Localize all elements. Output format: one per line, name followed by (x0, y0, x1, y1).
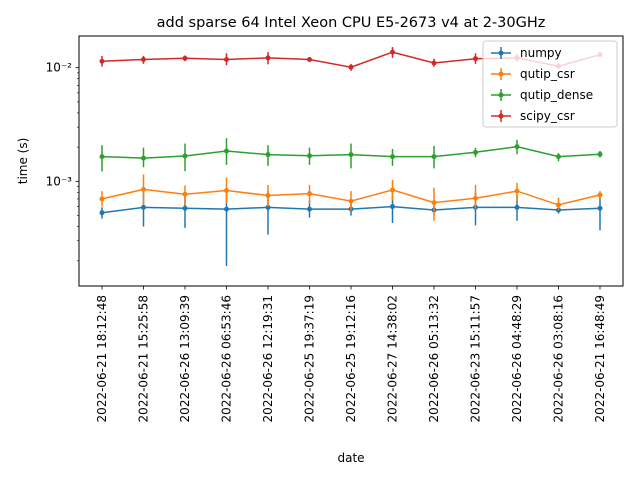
legend-swatch-marker (498, 71, 504, 77)
series-scipy-csr (99, 47, 603, 71)
series-qutip-csr (99, 174, 603, 221)
x-tick-label: 2022-06-27 14:38:02 (386, 295, 400, 422)
data-point (473, 195, 478, 201)
data-point (182, 55, 188, 61)
data-point (348, 152, 354, 158)
data-point (141, 186, 146, 192)
x-tick-label: 2022-06-25 19:12:16 (344, 295, 358, 422)
x-tick-label: 2022-06-26 04:48:29 (510, 295, 524, 422)
plot-frame (78, 35, 624, 287)
data-point (141, 204, 146, 210)
data-point (141, 155, 146, 161)
data-point (224, 188, 229, 194)
y-axis-label: time (s) (16, 138, 30, 185)
data-point (99, 58, 105, 64)
x-tick-label: 2022-06-21 15:25:58 (137, 295, 151, 422)
data-point (514, 204, 520, 210)
series-layer (99, 47, 603, 266)
data-point (431, 60, 437, 66)
legend-label: numpy (520, 46, 562, 60)
data-point (390, 187, 395, 193)
data-point (597, 205, 603, 211)
data-point (390, 49, 395, 55)
x-tick-label: 2022-06-21 16:48:49 (593, 295, 607, 422)
x-tick-label: 2022-06-26 06:53:46 (220, 295, 234, 422)
data-point (473, 56, 478, 62)
legend-label: qutip_csr (520, 67, 575, 81)
data-point (265, 204, 271, 210)
chart-title: add sparse 64 Intel Xeon CPU E5-2673 v4 … (157, 15, 546, 31)
x-tick-label: 2022-06-26 03:08:16 (552, 295, 566, 422)
data-point (182, 205, 188, 211)
y-tick-label: 10⁻³ (46, 174, 73, 188)
data-point (348, 64, 354, 70)
legend-swatch-marker (498, 113, 504, 119)
legend-item: qutip_csr (491, 67, 575, 81)
x-tick-label: 2022-06-25 19:37:19 (303, 295, 317, 422)
legend-swatch-marker (498, 50, 504, 56)
data-point (141, 57, 146, 63)
data-point (390, 154, 395, 160)
legend-label: scipy_csr (520, 109, 575, 123)
data-point (182, 153, 188, 159)
data-point (514, 188, 520, 194)
legend-box (482, 40, 618, 128)
legend-label: qutip_dense (520, 88, 593, 102)
data-point (514, 144, 520, 150)
y-axis: 10⁻³ 10⁻² (46, 61, 79, 262)
data-point (556, 202, 561, 208)
data-point (307, 153, 312, 159)
legend: numpy qutip_csr qutip_dense scipy_csr (482, 40, 618, 128)
x-tick-label: 2022-06-26 13:09:39 (178, 295, 192, 422)
data-point (99, 210, 105, 216)
x-tick-label: 2022-06-21 18:12:48 (95, 295, 109, 422)
data-point (265, 55, 271, 61)
data-point (431, 200, 437, 206)
legend-item: qutip_dense (491, 88, 593, 102)
x-tick-label: 2022-06-26 12:19:31 (261, 295, 275, 422)
series-qutip-dense (99, 138, 603, 172)
data-point (307, 191, 312, 197)
data-point (307, 206, 312, 212)
data-point (390, 204, 395, 210)
legend-item: numpy (491, 46, 562, 60)
data-point (182, 191, 188, 197)
x-axis-label: date (337, 451, 364, 465)
data-point (99, 196, 105, 202)
data-point (224, 148, 229, 154)
legend-item: scipy_csr (491, 109, 575, 123)
x-tick-label: 2022-06-26 05:13:32 (427, 295, 441, 422)
x-axis: 2022-06-21 18:12:48 2022-06-21 15:25:58 20… (95, 286, 607, 422)
x-tick-label: 2022-06-23 15:11:57 (469, 295, 483, 422)
data-point (597, 151, 603, 157)
y-tick-label: 10⁻² (46, 61, 73, 75)
data-point (597, 192, 603, 198)
data-point (307, 57, 312, 63)
data-point (348, 198, 354, 204)
data-point (265, 152, 271, 158)
data-point (224, 57, 229, 63)
data-point (431, 154, 437, 160)
data-point (473, 149, 478, 155)
data-point (556, 154, 561, 160)
legend-swatch-marker (498, 92, 504, 98)
data-point (265, 193, 271, 199)
data-point (224, 206, 229, 212)
data-point (99, 154, 105, 160)
